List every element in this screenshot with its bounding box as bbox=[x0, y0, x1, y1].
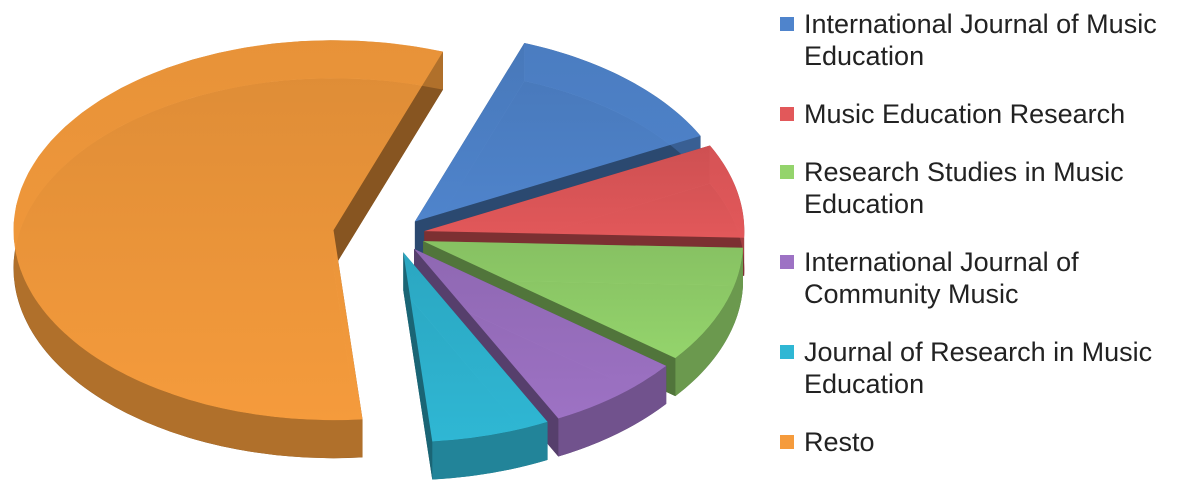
legend-item: Research Studies in Music Education bbox=[780, 156, 1178, 220]
slice-outer-wall bbox=[432, 421, 548, 480]
slice-outer-wall bbox=[558, 365, 667, 457]
slice bbox=[403, 252, 548, 442]
slice-radial-wall bbox=[403, 252, 433, 480]
slice-radial-wall bbox=[333, 51, 443, 269]
pie-area bbox=[13, 40, 745, 480]
legend-swatch bbox=[780, 165, 794, 179]
legend-label: Journal of Research in Music Education bbox=[804, 337, 1153, 399]
legend-item: Journal of Research in Music Education bbox=[780, 336, 1178, 400]
legend-swatch bbox=[780, 435, 794, 449]
legend-label: Music Education Research bbox=[804, 99, 1126, 129]
slice bbox=[414, 248, 667, 419]
legend-swatch bbox=[780, 17, 794, 31]
legend-label: Resto bbox=[804, 427, 875, 457]
legend-item: Music Education Research bbox=[780, 98, 1178, 130]
legend-label: International Journal of Music Education bbox=[804, 9, 1157, 71]
legend-swatch bbox=[780, 255, 794, 269]
legend-label: Research Studies in Music Education bbox=[804, 157, 1124, 219]
legend-item: Resto bbox=[780, 426, 1178, 458]
slice bbox=[13, 40, 443, 421]
slice bbox=[424, 145, 745, 238]
slice bbox=[414, 42, 701, 222]
legend-swatch bbox=[780, 345, 794, 359]
legend: International Journal of Music Education… bbox=[780, 8, 1178, 484]
legend-item: International Journal of Music Education bbox=[780, 8, 1178, 72]
legend-item: International Journal of Community Music bbox=[780, 246, 1178, 310]
slice-outer-wall bbox=[675, 247, 743, 397]
legend-label: International Journal of Community Music bbox=[804, 247, 1079, 309]
legend-swatch bbox=[780, 107, 794, 121]
slice bbox=[423, 241, 743, 359]
